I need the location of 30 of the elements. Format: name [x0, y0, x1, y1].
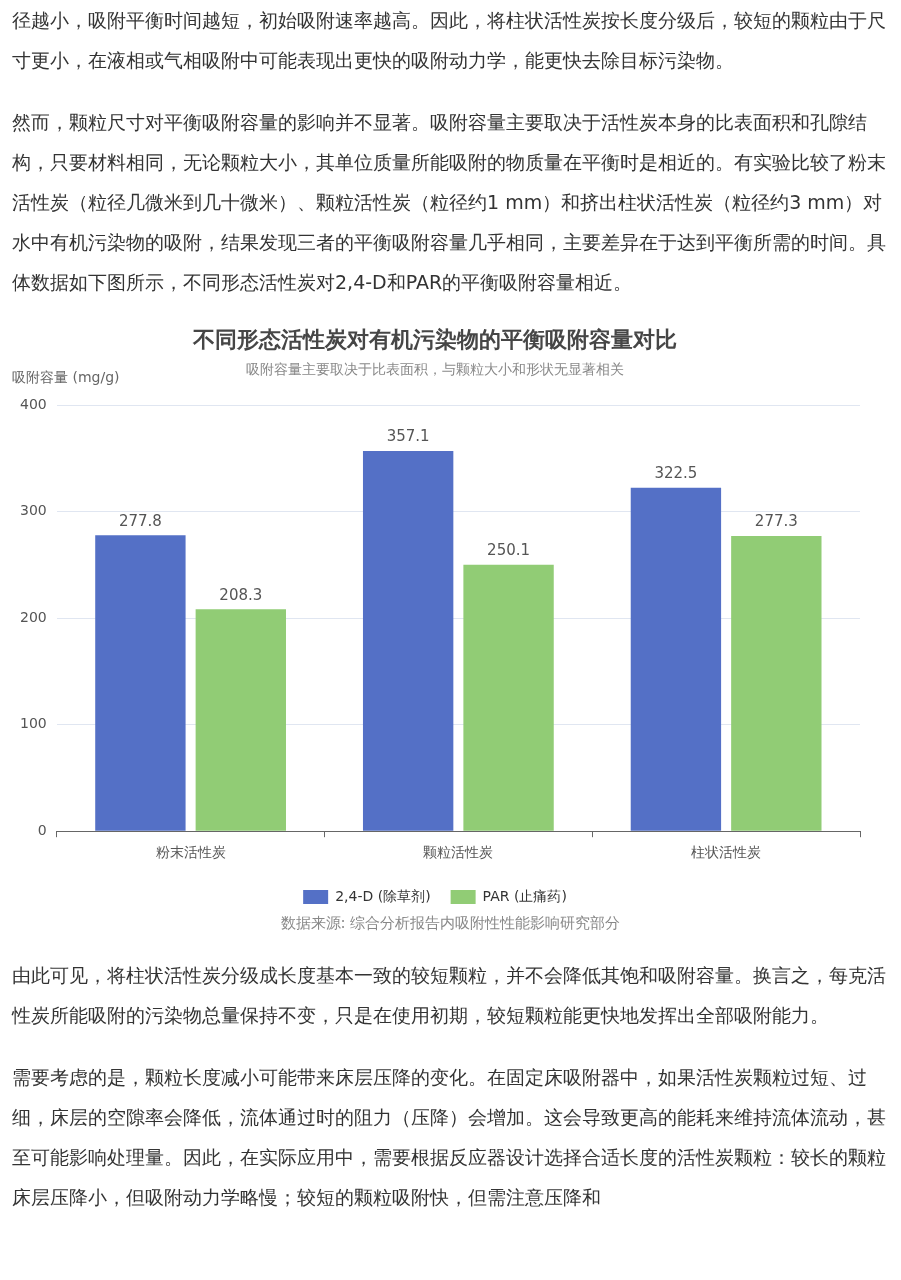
data-label: 277.8	[118, 511, 162, 530]
y-tick-label: 300	[19, 502, 47, 519]
y-tick-label: 400	[19, 395, 47, 412]
y-axis-title: 吸附容量 (mg/g)	[12, 368, 120, 385]
text: 由此可见，将柱状活性炭分级成长度基本一致的较短颗粒，并不会降低其饱和吸附容量。换言之，每克活性炭所能吸附的污染物总量保持不变，只是在使用初期，较短颗粒能更快地发挥出全部吸附能力。	[12, 963, 887, 1028]
data-label: 357.1	[386, 427, 430, 446]
chart-title: 不同形态活性炭对有机污染物的平衡吸附容量对比	[192, 326, 677, 352]
x-tick-label: 柱状活性炭	[691, 844, 762, 861]
bar	[630, 487, 722, 831]
source-note: 数据来源: 综合分析报告内吸附性性能影响研究部分	[279, 914, 622, 933]
text: 需要考虑的是，颗粒长度减小可能带来床层压降的变化。在固定床吸附器中，如果活性炭颗粒过短、过细，床层的空隙率会降低，流体通过时的阻力（压降）会增加。这会导致更高的能耗来维持流体流动，甚至可能影响处理量。因此，在实际应用中，需要根据反应器设计选择合适长度的活性炭颗粒：较长的颗粒床层压降小，但吸附动力学略慢；较短的颗粒吸附快，但需注意压降和	[12, 1065, 887, 1210]
data-label: 277.3	[754, 512, 798, 531]
x-tick-label: 颗粒活性炭	[423, 844, 494, 861]
data-label: 322.5	[654, 464, 698, 483]
x-tick-label: 粉末活性炭	[155, 844, 226, 861]
bar	[463, 564, 554, 831]
y-tick-label: 200	[19, 608, 47, 625]
data-label: 208.3	[219, 585, 263, 604]
y-tick-label: 100	[19, 715, 47, 732]
bar	[195, 609, 286, 831]
text: 然而，颗粒尺寸对平衡吸附容量的影响并不显著。吸附容量主要取决于活性炭本身的比表面积和孔隙结构，只要材料相同，无论颗粒大小，其单位质量所能吸附的物质量在平衡时是相近的。有实验比较了粉末活性炭（粒径几微米到几十微米）、颗粒活性炭（粒径约1 mm）和挤出柱状活性炭（粒径约3 mm）对水中有机污染物的吸附，结果发现三者的平衡吸附容量几乎相同，主要差异在于达到平衡所需的时间。具体数据如下图所示，不同形态活性炭对2,4-D和PAR的平衡吸附容量相近。	[12, 110, 887, 295]
y-tick-label: 0	[37, 821, 47, 838]
legend-label: PAR (止痛药)	[482, 887, 567, 904]
chart-subtitle: 吸附容量主要取决于比表面积，与颗粒大小和形状无显著相关	[246, 361, 624, 378]
text: 径越小，吸附平衡时间越短，初始吸附速率越高。因此，将柱状活性炭按长度分级后，较短的颗粒由于尺寸更小，在液相或气相吸附中可能表现出更快的吸附动力学，能更快去除目标污染物。	[12, 8, 887, 73]
bar	[95, 535, 186, 831]
bar	[731, 535, 822, 831]
data-label: 250.1	[487, 541, 531, 560]
legend-label: 2,4-D (除草剂)	[335, 887, 431, 904]
bar	[362, 450, 454, 831]
